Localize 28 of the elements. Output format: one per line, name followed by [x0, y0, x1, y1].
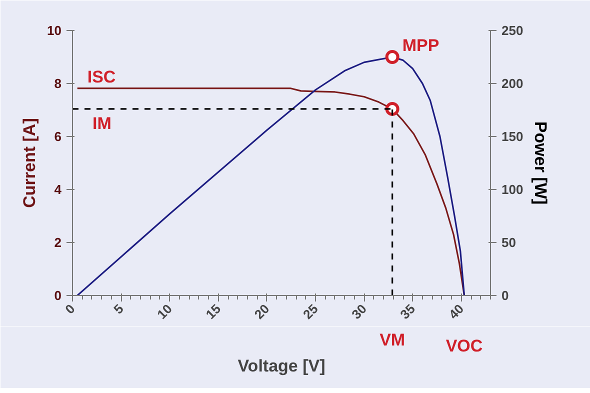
x-tick-label: 35: [397, 301, 418, 322]
x-tick-label: 10: [154, 301, 176, 322]
y-tick-label: 4: [54, 182, 62, 197]
y-tick-label: 0: [54, 288, 62, 303]
x-tick-label: 25: [300, 301, 321, 322]
x-tick-label: 20: [251, 301, 272, 322]
y-tick-label: 6: [54, 129, 62, 144]
y-tick-label: 8: [54, 76, 62, 91]
y-axis-title: Current [A]: [20, 118, 40, 208]
y2-tick-label: 50: [502, 235, 516, 250]
annotation: VOC: [446, 336, 483, 356]
y2-tick-label: 250: [502, 23, 524, 38]
ref-line-label: IM: [92, 114, 112, 133]
y2-tick-label: 100: [502, 182, 524, 197]
ref-line-label: VM: [380, 330, 406, 350]
x-tick-label: 5: [110, 301, 126, 317]
annotation: ISC: [87, 67, 116, 86]
x-axis-title: Voltage [V]: [238, 356, 326, 376]
y-tick-label: 10: [47, 23, 62, 38]
y2-axis-title: Power [W]: [531, 121, 550, 205]
y2-tick-label: 200: [502, 76, 524, 91]
x-tick-label: 15: [202, 301, 224, 322]
x-tick-label: 40: [446, 301, 467, 322]
y2-tick-label: 150: [502, 129, 524, 144]
annotation: MPP: [402, 36, 440, 55]
y-tick-label: 2: [54, 235, 62, 250]
x-tick-label: 30: [348, 301, 370, 322]
y2-tick-label: 0: [502, 288, 509, 303]
